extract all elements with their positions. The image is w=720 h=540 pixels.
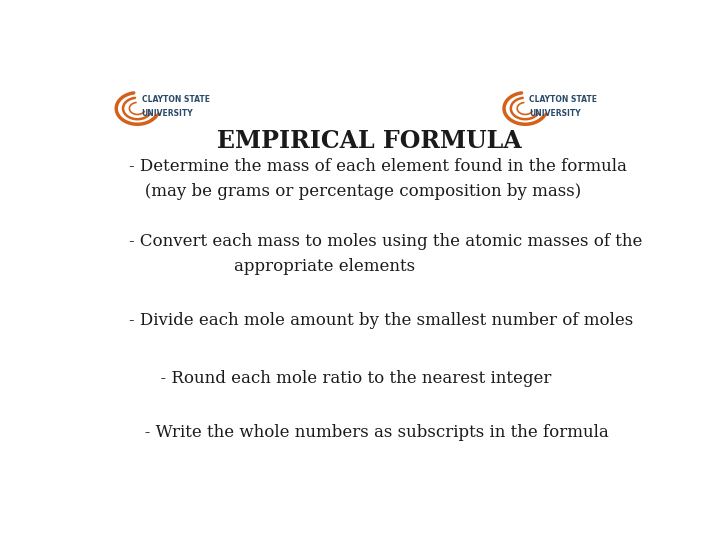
Text: - Divide each mole amount by the smallest number of moles: - Divide each mole amount by the smalles…	[129, 312, 634, 329]
Text: (may be grams or percentage composition by mass): (may be grams or percentage composition …	[129, 183, 581, 200]
Text: - Round each mole ratio to the nearest integer: - Round each mole ratio to the nearest i…	[129, 370, 552, 387]
Text: EMPIRICAL FORMULA: EMPIRICAL FORMULA	[217, 129, 521, 153]
Text: UNIVERSITY: UNIVERSITY	[529, 110, 581, 118]
Text: appropriate elements: appropriate elements	[129, 258, 415, 275]
Text: CLAYTON STATE: CLAYTON STATE	[529, 95, 598, 104]
Text: - Convert each mass to moles using the atomic masses of the: - Convert each mass to moles using the a…	[129, 233, 642, 250]
Text: CLAYTON STATE: CLAYTON STATE	[142, 95, 210, 104]
Text: - Write the whole numbers as subscripts in the formula: - Write the whole numbers as subscripts …	[129, 424, 609, 441]
Text: - Determine the mass of each element found in the formula: - Determine the mass of each element fou…	[129, 158, 627, 175]
Text: UNIVERSITY: UNIVERSITY	[142, 110, 193, 118]
